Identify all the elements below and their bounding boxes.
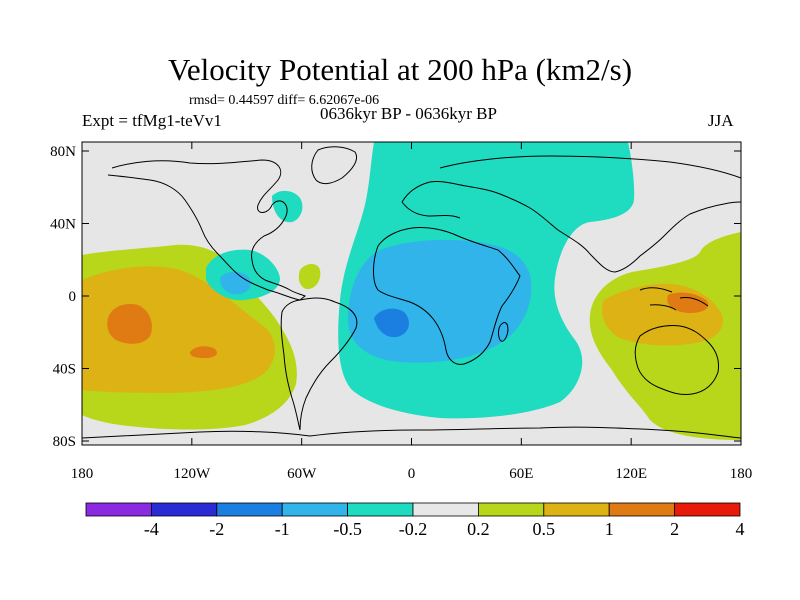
colorbar-label: -0.5 [333,519,362,539]
colorbar-label: 0.2 [467,519,490,539]
period-label: 0636kyr BP - 0636kyr BP [320,104,497,123]
rmsd-stats-label: rmsd= 0.44597 diff= 6.62067e-06 [189,93,380,108]
contour-fill-layer [82,142,741,445]
colorbar-label: 1 [605,519,614,539]
colorbar-label: 2 [670,519,679,539]
longitude-tick-label: 180 [71,466,94,482]
peak-negative-region-atlantic [374,308,409,338]
latitude-tick-label: 40S [53,362,76,378]
strong-positive-region-eastern-pacific [82,266,275,393]
peak-positive-region-eastern-pacific-2 [190,346,217,358]
coastline-antarctica [81,426,742,439]
longitude-tick-label: 60E [509,466,533,482]
colorbar-swatch [85,502,152,517]
coastline-north-america [107,159,306,301]
coastline-greenland [311,146,357,185]
longitude-tick-label: 180 [730,466,753,482]
latitude-tick-label: 80N [50,144,76,160]
longitude-tick-label: 60W [287,466,317,482]
peak-positive-region-western-pacific [667,292,709,313]
strong-negative-region-arabian-sea [513,281,531,298]
positive-region-caribbean [298,264,321,290]
experiment-label: Expt = tfMg1-teVv1 [82,111,222,130]
strong-negative-region-central-america [220,271,251,295]
colorbar-label: 0.5 [533,519,556,539]
colorbar-label: -2 [209,519,224,539]
colorbar-swatch [216,502,283,517]
latitude-tick-marks: 80N 40N 0 40S 80S [50,144,741,450]
colorbar-swatch [477,502,545,517]
colorbar-label: -0.2 [399,519,428,539]
coastline-asia [439,155,742,273]
colorbar-label: -4 [144,519,159,539]
colorbar-swatch [347,502,414,517]
plot-title: Velocity Potential at 200 hPa (km2/s) [167,52,633,87]
latitude-tick-label: 0 [69,289,77,305]
longitude-tick-label: 120E [615,466,647,482]
colorbar-label: 4 [736,519,745,539]
coastline-indonesia [639,287,709,311]
peak-positive-region-eastern-pacific [107,304,152,344]
coastlines-layer [81,146,742,439]
season-label: JJA [708,111,734,130]
coastline-madagascar [498,322,509,342]
coastline-australia [634,325,719,395]
colorbar-swatch [674,502,741,517]
colorbar-labels: -4 -2 -1 -0.5 -0.2 0.2 0.5 1 2 4 [144,519,745,539]
longitude-tick-label: 0 [408,466,416,482]
coastline-africa [373,227,521,365]
negative-region-north-america [272,190,303,223]
colorbar-label: -1 [275,519,290,539]
latitude-tick-label: 80S [53,434,76,450]
colorbar-swatch [543,502,610,517]
colorbar-swatch [150,502,218,517]
colorbar-boxes [85,502,741,517]
latitude-tick-label: 40N [50,217,76,233]
longitude-tick-marks: 180 120W 60W 0 60E 120E 180 [71,142,753,482]
colorbar-swatch [281,502,349,517]
longitude-tick-label: 120W [173,466,211,482]
colorbar-swatch [412,502,479,517]
colorbar-swatch [608,502,676,517]
coastline-south-america [280,297,358,431]
coastline-europe [401,181,559,231]
